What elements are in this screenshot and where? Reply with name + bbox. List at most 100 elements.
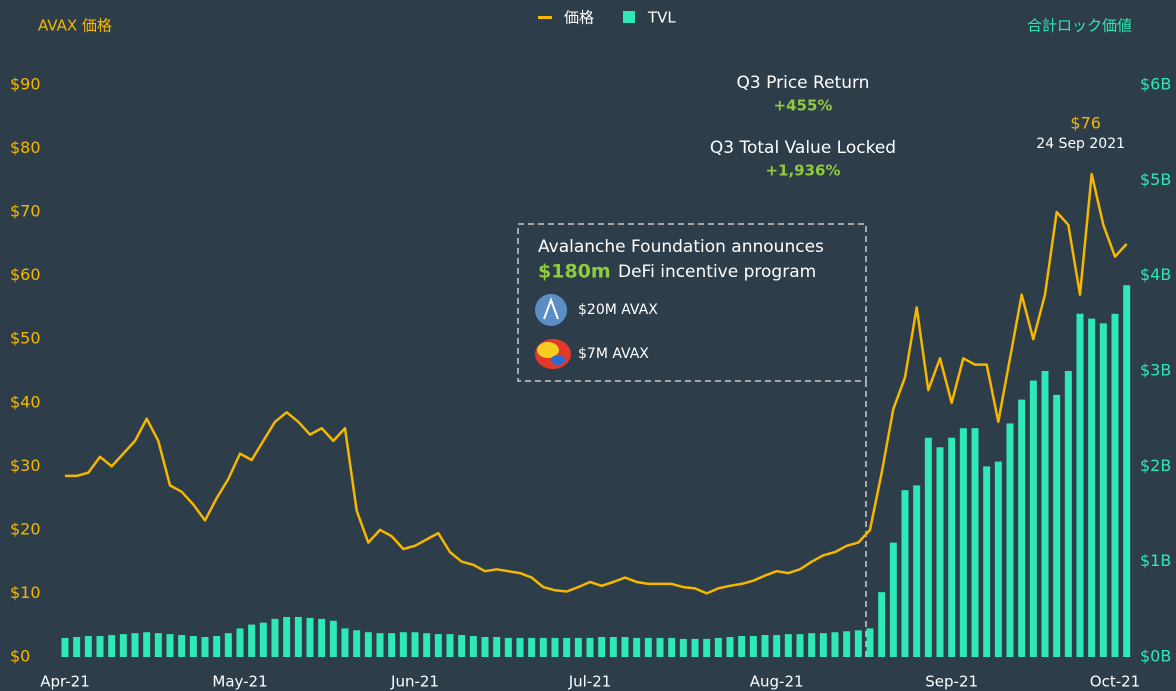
tvl-bar [364,632,372,657]
tvl-bar [749,636,757,657]
legend-label: 価格 [564,9,594,27]
y-tick-label: $40 [10,392,41,411]
y-tick-label: $70 [10,202,41,221]
tvl-bar [481,636,489,657]
callout-item: $20M AVAX [578,302,658,318]
tvl-bar [73,636,81,657]
tvl-bar [119,634,127,657]
tvl-bar [178,635,186,657]
tvl-bar [761,635,769,657]
tvl-bar [84,636,92,657]
tvl-bar [259,622,267,657]
tvl-bar [609,636,617,657]
tvl-bar [201,636,209,657]
tvl-bar [1053,394,1061,657]
tvl-bar [621,636,629,657]
peak-date: 24 Sep 2021 [1036,136,1125,152]
tvl-bar [61,637,69,657]
callout-box: Avalanche Foundation announces $180m DeF… [517,223,867,657]
tvl-bar [493,636,501,657]
tvl-bar [248,624,256,657]
tvl-bar [236,628,244,657]
tvl-bar [446,634,454,657]
tvl-bar [411,632,419,657]
y2-tick-label: $6B [1140,75,1171,94]
tvl-bar [1006,423,1014,657]
tvl-bar [399,632,407,657]
tvl-bar [959,428,967,657]
tvl-bar [994,461,1002,657]
y2-tick-label: $1B [1140,551,1171,570]
y-axis-title: AVAX 価格 [38,17,112,35]
legend-swatch [538,16,552,19]
tvl-bar [1088,318,1096,657]
y-tick-label: $80 [10,138,41,157]
tvl-bar [586,637,594,657]
y2-tick-label: $3B [1140,361,1171,380]
tvl-bar [679,638,687,657]
tvl-bar [423,633,431,657]
y2-tick-label: $5B [1140,170,1171,189]
tvl-bar [878,592,886,657]
tvl-bar [971,428,979,657]
y-tick-label: $10 [10,583,41,602]
y-tick-label: $30 [10,456,41,475]
tvl-bar [96,636,104,657]
aave-icon [535,294,567,326]
tvl-bar [213,636,221,657]
tvl-bar [843,631,851,657]
tvl-bar [1099,323,1107,657]
tvl-bar [341,628,349,657]
tvl-bar [983,466,991,657]
tvl-bar [644,637,652,657]
tvl-bar [271,618,279,657]
tvl-bar [283,616,291,657]
tvl-bar [1029,380,1037,657]
callout-amount: $180m [538,261,611,283]
annotation: +1,936% [765,162,840,180]
tvl-bar [913,485,921,657]
x-tick-label: Aug-21 [750,673,804,691]
tvl-bar [154,633,162,657]
tvl-bar [936,447,944,657]
curve-icon [551,355,565,365]
tvl-bar [1111,313,1119,657]
legend-swatch [623,11,635,23]
tvl-bar [1018,399,1026,657]
tvl-bar [388,633,396,657]
x-tick-label: Jul-21 [568,673,612,691]
tvl-bar [738,636,746,657]
tvl-bar [1076,313,1084,657]
tvl-bar [551,637,559,657]
tvl-bar [224,633,232,657]
tvl-bar [108,635,116,657]
tvl-bar [633,637,641,657]
y2-axis-title: 合計ロック価値 [1027,17,1132,35]
price-line [65,172,1128,595]
tvl-bar [598,636,606,657]
tvl-bar [703,638,711,657]
annotation: +455% [774,97,833,115]
tvl-bar [656,637,664,657]
y-tick-label: $60 [10,265,41,284]
tvl-bar [691,638,699,657]
tvl-bar [796,634,804,657]
tvl-bar [714,637,722,657]
callout-border [517,223,867,382]
tvl-bar [1064,371,1072,657]
x-tick-label: May-21 [212,673,267,691]
tvl-bar [143,632,151,657]
curve-icon [537,342,559,358]
y2-tick-label: $4B [1140,265,1171,284]
tvl-bar [539,637,547,657]
tvl-bar [131,633,139,657]
tvl-bar [306,617,314,657]
tvl-bar [434,634,442,657]
callout-text: DeFi incentive program [618,262,816,282]
x-tick-label: Jun-21 [390,673,439,691]
tvl-bar [1123,285,1131,657]
tvl-bar [563,637,571,657]
tvl-bar [1041,371,1049,657]
aave-icon [543,297,559,320]
